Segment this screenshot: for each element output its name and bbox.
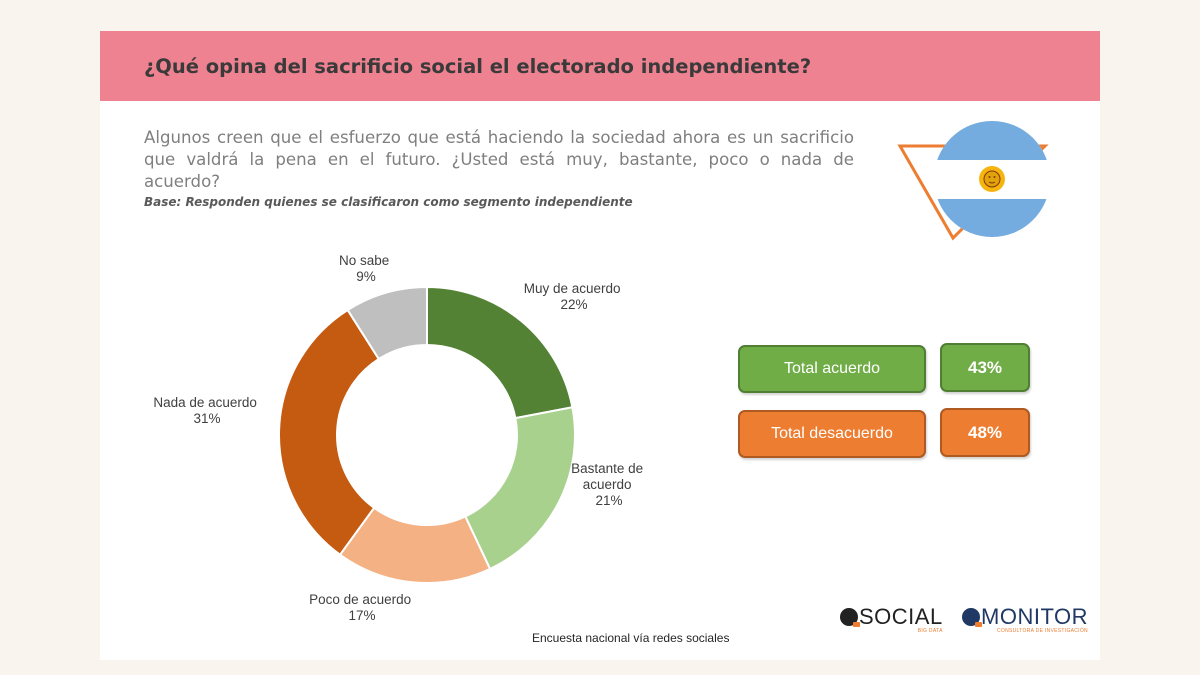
- total-acuerdo-label: Total acuerdo: [738, 345, 926, 393]
- logo-monitor-text: MONITOR: [981, 604, 1088, 629]
- argentina-flag-icon: [897, 121, 1050, 241]
- qmonitor-logo: MONITOR CONSULTORA DE INVESTIGACIÓN: [962, 604, 1088, 638]
- title-banner: ¿Qué opina del sacrificio social el elec…: [100, 31, 1100, 101]
- donut-chart: Muy de acuerdo 22% Bastante de acuerdo 2…: [153, 253, 647, 623]
- q-logo-icon: [840, 608, 860, 627]
- source-note: Encuesta nacional vía redes sociales: [532, 631, 730, 645]
- logo-social-subtext: BIG DATA: [917, 628, 943, 634]
- logo-social-text: SOCIAL: [859, 604, 943, 629]
- sample-base-note: Base: Responden quienes se clasificaron …: [144, 195, 633, 209]
- page-title: ¿Qué opina del sacrificio social el elec…: [144, 55, 812, 78]
- total-acuerdo-value: 43%: [940, 343, 1030, 392]
- donut-slice-bastante-de-acuerdo: [463, 406, 576, 571]
- total-desacuerdo-value: 48%: [940, 408, 1030, 457]
- slice-label-nada-de-acuerdo: Nada de acuerdo 31%: [153, 395, 260, 426]
- qsocial-logo: SOCIAL BIG DATA: [840, 604, 943, 638]
- donut-slice-muy-de-acuerdo: [426, 285, 574, 420]
- q-logo-icon: [962, 608, 982, 627]
- total-desacuerdo-percent: 48%: [967, 422, 1003, 442]
- total-acuerdo-percent: 43%: [967, 357, 1003, 377]
- slide: ¿Qué opina del sacrificio social el elec…: [100, 31, 1100, 660]
- logo-monitor-subtext: CONSULTORA DE INVESTIGACIÓN: [996, 628, 1088, 634]
- donut-slices: [278, 285, 576, 584]
- total-desacuerdo-label: Total desacuerdo: [738, 410, 926, 458]
- donut-slice-nada-de-acuerdo: [278, 308, 381, 557]
- slice-label-no-sabe: No sabe 9%: [339, 253, 393, 284]
- survey-question: Algunos creen que el esfuerzo que está h…: [144, 128, 854, 191]
- slice-label-muy-de-acuerdo: Muy de acuerdo 22%: [524, 281, 625, 312]
- total-acuerdo-text: Total acuerdo: [783, 360, 881, 377]
- slice-label-poco-de-acuerdo: Poco de acuerdo 17%: [309, 592, 415, 623]
- slice-label-bastante-de-acuerdo: Bastante de acuerdo 21%: [571, 461, 647, 508]
- donut-slice-no-sabe: [346, 285, 428, 361]
- total-desacuerdo-text: Total desacuerdo: [771, 425, 893, 442]
- sun-of-may-icon: [979, 166, 1005, 192]
